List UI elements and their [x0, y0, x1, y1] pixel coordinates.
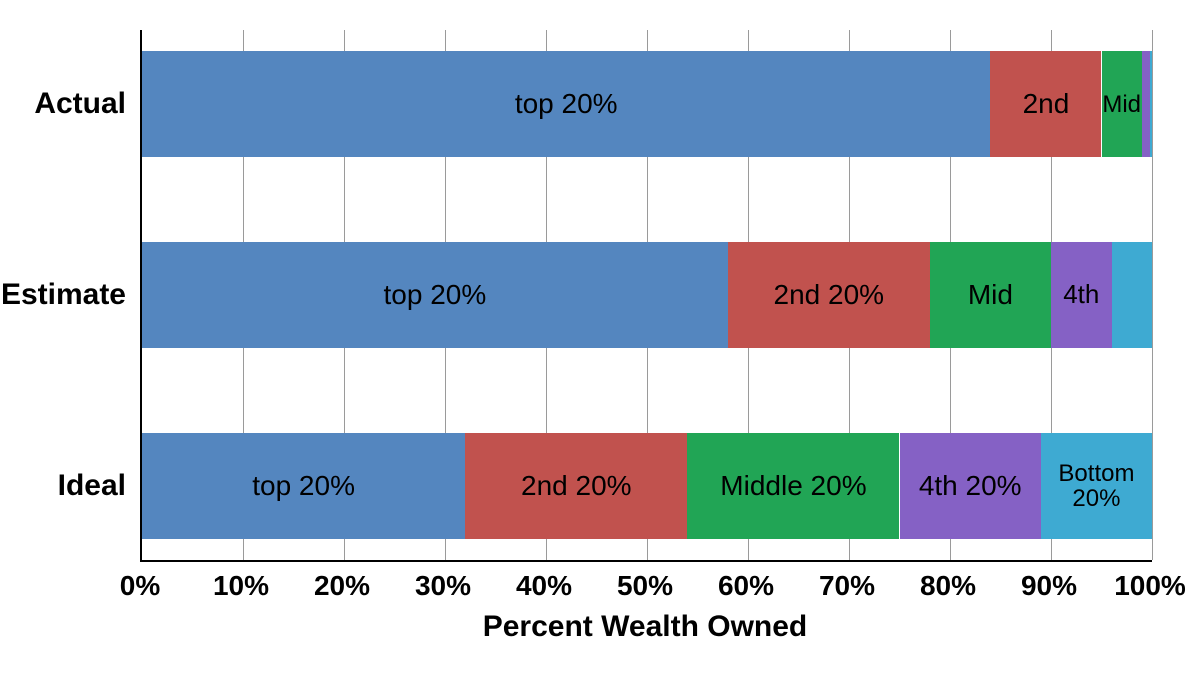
segment-label: Bottom 20%	[1058, 461, 1134, 511]
segment-estimate-middle: Mid	[930, 242, 1051, 348]
x-tick-label: 80%	[920, 570, 976, 602]
segment-label: 4th	[1063, 281, 1099, 308]
x-axis-title: Percent Wealth Owned	[140, 610, 1150, 644]
segment-label: top 20%	[252, 471, 355, 500]
segment-label: 4th 20%	[919, 471, 1022, 500]
x-tick-label: 20%	[314, 570, 370, 602]
segment-estimate-fourth: 4th	[1051, 242, 1112, 348]
row-label-ideal: Ideal	[0, 469, 126, 503]
x-tick-label: 0%	[120, 570, 160, 602]
x-tick-label: 30%	[415, 570, 471, 602]
bar-ideal: top 20% 2nd 20% Middle 20% 4th 20% Bottom 20…	[142, 433, 1152, 539]
segment-label: 2nd	[1023, 89, 1070, 118]
plot-area: top 20%2ndMidtop 20%2nd 20%Mid4thtop 20%…	[140, 30, 1152, 562]
segment-ideal-top20: top 20%	[142, 433, 465, 539]
x-tick-label: 100%	[1114, 570, 1186, 602]
row-label-actual: Actual	[0, 87, 126, 121]
segment-ideal-middle: Middle 20%	[687, 433, 899, 539]
x-tick-label: 60%	[718, 570, 774, 602]
segment-estimate-bottom	[1112, 242, 1152, 348]
segment-label: top 20%	[384, 280, 487, 309]
x-tick-label: 50%	[617, 570, 673, 602]
segment-estimate-top20: top 20%	[142, 242, 728, 348]
bar-estimate: top 20% 2nd 20% Mid 4th	[142, 242, 1152, 348]
x-tick-label: 40%	[516, 570, 572, 602]
bar-actual: top 20% 2nd Mid	[142, 51, 1152, 157]
segment-ideal-second: 2nd 20%	[465, 433, 687, 539]
segment-estimate-second: 2nd 20%	[728, 242, 930, 348]
segment-label: Mid	[968, 280, 1013, 309]
segment-actual-middle: Mid	[1102, 51, 1142, 157]
segment-label: 2nd 20%	[774, 280, 885, 309]
segment-label: Mid	[1102, 92, 1141, 117]
segment-label: Middle 20%	[720, 471, 866, 500]
segment-ideal-fourth: 4th 20%	[900, 433, 1041, 539]
segment-actual-bottom	[1150, 51, 1152, 157]
segment-label: 2nd 20%	[521, 471, 632, 500]
segment-actual-fourth	[1142, 51, 1150, 157]
segment-label: top 20%	[515, 89, 618, 118]
x-tick-label: 70%	[819, 570, 875, 602]
x-tick-label: 10%	[213, 570, 269, 602]
segment-actual-second: 2nd	[990, 51, 1101, 157]
segment-actual-top20: top 20%	[142, 51, 990, 157]
gridline	[1152, 30, 1153, 560]
segment-ideal-bottom: Bottom 20%	[1041, 433, 1152, 539]
row-label-estimate: Estimate	[0, 278, 126, 312]
x-tick-label: 90%	[1021, 570, 1077, 602]
wealth-distribution-chart: top 20%2ndMidtop 20%2nd 20%Mid4thtop 20%…	[0, 0, 1200, 680]
